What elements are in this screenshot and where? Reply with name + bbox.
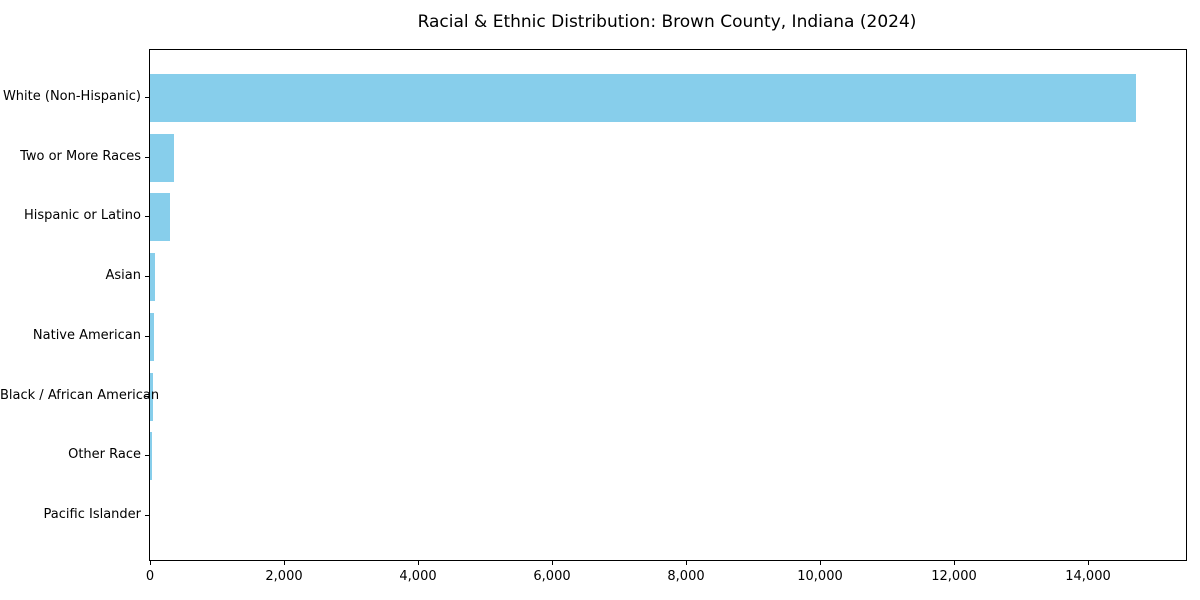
bar-black-african-american [150, 372, 153, 421]
bar-hispanic-or-latino [150, 193, 170, 242]
x-tick-mark [150, 561, 151, 565]
y-tick-mark [145, 276, 149, 277]
y-tick-mark [145, 455, 149, 456]
y-tick-label-hispanic-or-latino: Hispanic or Latino [23, 208, 141, 224]
y-tick-mark [145, 396, 149, 397]
x-tick-label-6000: 6,000 [533, 569, 571, 584]
y-tick-mark [145, 515, 149, 516]
y-tick-label-two-or-more-races: Two or More Races [20, 148, 141, 164]
y-tick-label-pacific-islander: Pacific Islander [43, 506, 141, 522]
y-tick-label-asian: Asian [105, 268, 141, 284]
chart-title: Racial & Ethnic Distribution: Brown Coun… [417, 12, 917, 32]
x-tick-mark [284, 561, 285, 565]
y-tick-label-black-african-american: Black / African American [0, 387, 160, 403]
bar-native-american [150, 312, 154, 361]
x-tick-label-0: 0 [145, 569, 155, 584]
x-tick-label-14000: 14,000 [1065, 569, 1111, 584]
bar-white-non-hispanic [150, 74, 1136, 122]
y-tick-mark [145, 216, 149, 217]
x-tick-label-10000: 10,000 [797, 569, 843, 584]
plot-area [149, 49, 1187, 561]
x-tick-mark [820, 561, 821, 565]
bar-two-or-more-races [150, 133, 174, 182]
x-tick-label-8000: 8,000 [667, 569, 705, 584]
y-tick-label-other-race: Other Race [68, 447, 141, 463]
y-tick-mark [145, 336, 149, 337]
x-tick-label-2000: 2,000 [265, 569, 303, 584]
y-tick-label-white-non-hispanic: White (Non-Hispanic) [2, 89, 141, 104]
bar-other-race [150, 432, 152, 481]
x-tick-mark [1088, 561, 1089, 565]
y-tick-mark [145, 97, 149, 98]
y-tick-label-native-american: Native American [32, 327, 141, 343]
x-tick-mark [552, 561, 553, 565]
x-tick-label-12000: 12,000 [931, 569, 977, 584]
bar-asian [150, 253, 155, 302]
x-tick-mark [686, 561, 687, 565]
x-tick-mark [954, 561, 955, 565]
x-tick-mark [418, 561, 419, 565]
x-tick-label-4000: 4,000 [399, 569, 437, 584]
y-tick-mark [145, 157, 149, 158]
